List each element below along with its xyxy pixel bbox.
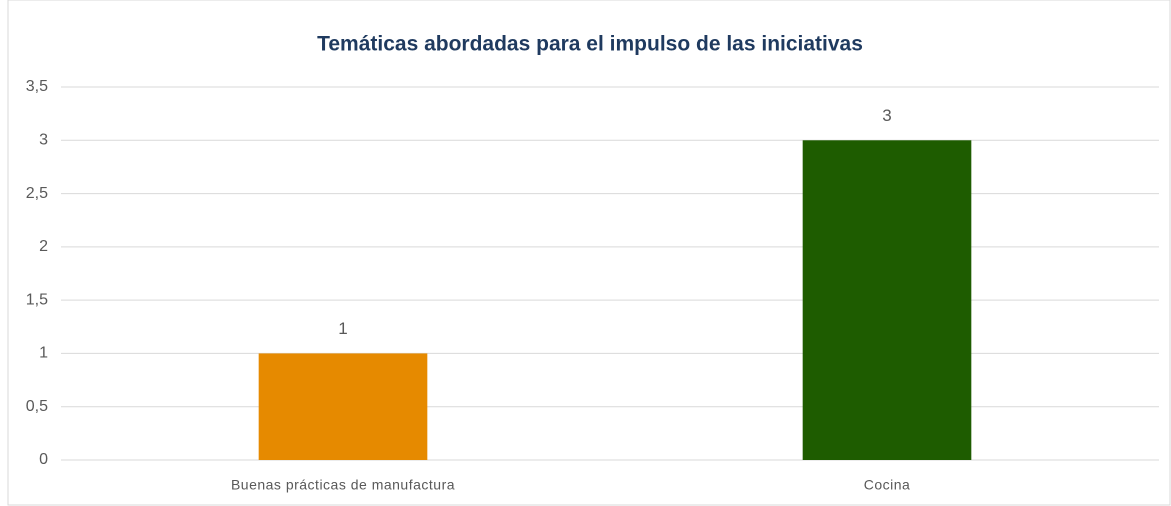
bar — [802, 140, 972, 461]
y-tick-label: 3,5 — [26, 78, 48, 95]
y-tick-label: 0 — [39, 451, 48, 468]
y-tick-label: 3 — [39, 132, 48, 149]
y-tick-label: 1,5 — [26, 291, 48, 308]
data-label: 1 — [338, 319, 347, 338]
x-tick-label: Buenas prácticas de manufactura — [231, 477, 455, 493]
x-tick-label: Cocina — [864, 477, 911, 493]
y-tick-label: 2,5 — [26, 185, 48, 202]
y-tick-label: 1 — [39, 345, 48, 362]
y-tick-label: 0,5 — [26, 398, 48, 415]
bar — [258, 353, 428, 460]
chart-border — [7, 0, 1171, 506]
y-tick-label: 2 — [39, 238, 48, 255]
chart-title: Temáticas abordadas para el impulso de l… — [317, 33, 863, 56]
data-label: 3 — [882, 106, 891, 125]
